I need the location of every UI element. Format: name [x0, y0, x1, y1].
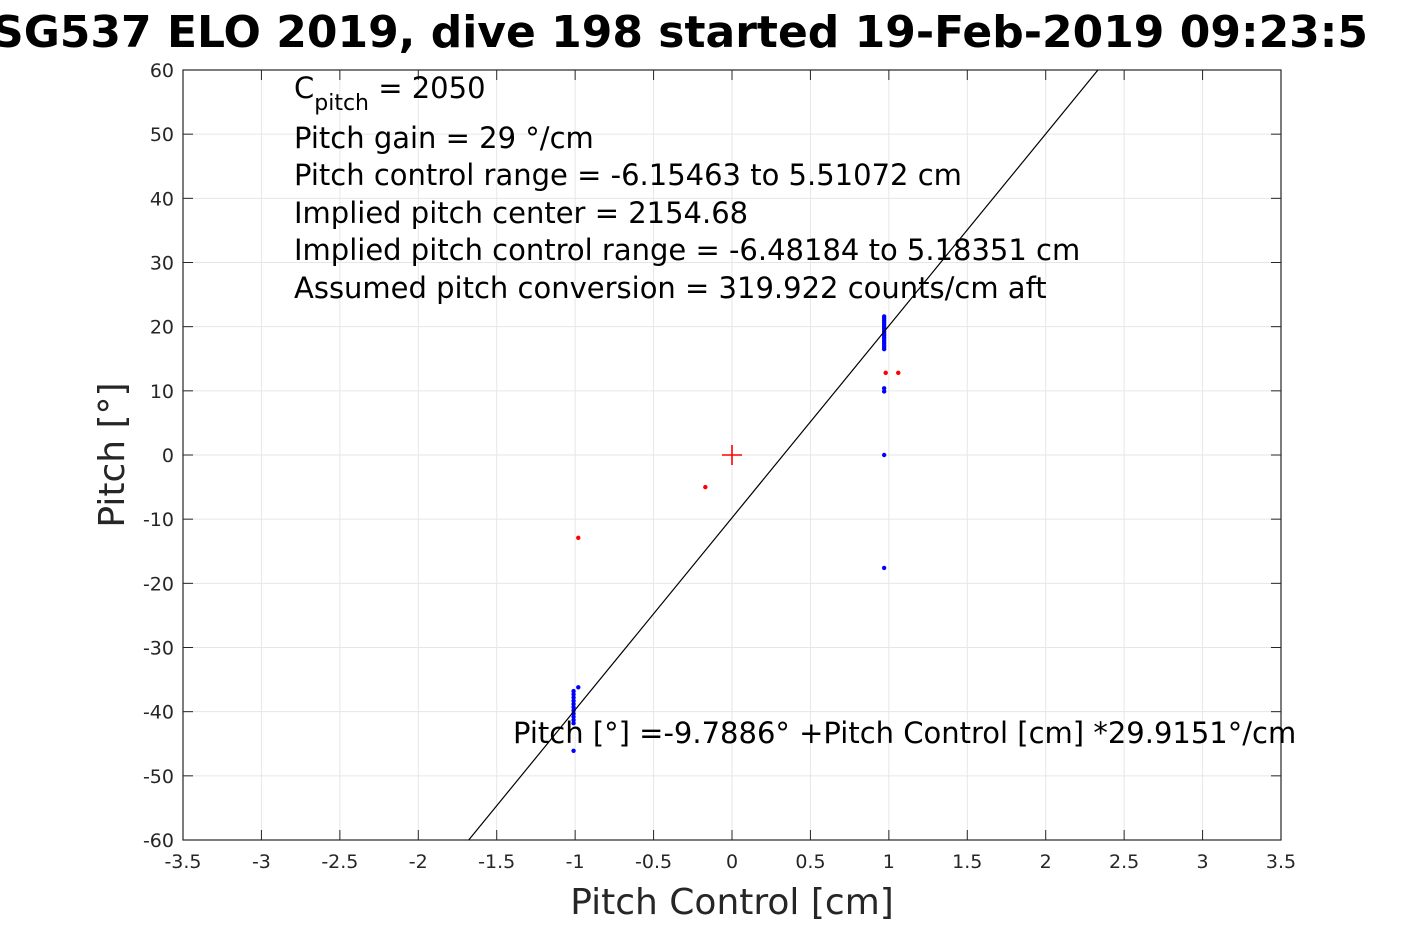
center-plus-marker — [722, 445, 742, 465]
y-tick-label: 20 — [150, 317, 174, 339]
blue-data-point — [571, 714, 576, 719]
c-pitch-subscript: pitch — [314, 91, 369, 116]
x-tick-label: -3 — [252, 851, 271, 873]
y-tick-label: 60 — [150, 60, 174, 82]
fit-equation-annotation: Pitch [°] =-9.7886° +Pitch Control [cm] … — [513, 716, 1296, 750]
y-tick-label: 40 — [150, 188, 174, 210]
fit-line — [468, 69, 1099, 841]
y-tick-label: -60 — [143, 830, 174, 852]
x-tick-label: -0.5 — [635, 851, 672, 873]
red-data-point — [896, 370, 901, 376]
blue-data-point — [571, 708, 576, 713]
grid — [183, 70, 1281, 840]
y-tick-label: 0 — [162, 445, 174, 467]
y-tick-label: -30 — [143, 638, 174, 660]
x-tick-label: 1 — [883, 851, 895, 873]
y-tick-label: -20 — [143, 573, 174, 595]
y-axis-label: Pitch [°] — [92, 382, 133, 527]
x-tick-label: -1 — [566, 851, 585, 873]
blue-data-point — [571, 704, 576, 710]
axis-ticks: -3.5 -3 -2.5 -2 -1.5 -1 -0.5 0 0.5 1 1.5 2 2.5 3 3.5 -6… — [143, 60, 1296, 873]
y-tick-label: 10 — [150, 381, 174, 403]
blue-data-point — [881, 346, 887, 352]
blue-data-point — [881, 389, 887, 394]
blue-data-point — [571, 695, 576, 700]
blue-data-point — [576, 685, 581, 690]
x-tick-label: 2.5 — [1109, 851, 1139, 873]
data-series — [468, 69, 1099, 841]
assumed-pitch-conversion-annotation: Assumed pitch conversion = 319.922 count… — [294, 271, 1047, 305]
blue-data-point — [571, 721, 576, 726]
c-pitch-annotation: Cpitch = 2050 — [294, 71, 486, 116]
red-data-point — [576, 535, 581, 540]
c-pitch-symbol: C — [294, 71, 314, 105]
c-pitch-value: = 2050 — [369, 71, 486, 105]
implied-pitch-center-annotation: Implied pitch center = 2154.68 — [294, 196, 748, 230]
figure-title: SG537 ELO 2019, dive 198 started 19-Feb-… — [0, 7, 1368, 58]
blue-data-point — [571, 698, 576, 703]
blue-data-point — [571, 748, 576, 754]
pitch-control-range-annotation: Pitch control range = -6.15463 to 5.5107… — [294, 158, 962, 192]
x-tick-label: -2.5 — [321, 851, 358, 873]
red-data-point — [703, 484, 708, 490]
y-tick-label: 50 — [150, 124, 174, 146]
y-tick-label: -50 — [143, 766, 174, 788]
x-tick-label: 0 — [726, 851, 738, 873]
x-tick-label: -2 — [409, 851, 428, 873]
implied-pitch-control-range-annotation: Implied pitch control range = -6.48184 t… — [294, 233, 1080, 267]
y-tick-label: -40 — [143, 702, 174, 724]
x-tick-label: 2 — [1040, 851, 1052, 873]
blue-data-point — [881, 386, 887, 391]
x-axis-label: Pitch Control [cm] — [570, 882, 894, 923]
x-tick-label: 1.5 — [952, 851, 982, 873]
y-tick-label: 30 — [150, 253, 174, 275]
x-tick-label: 3.5 — [1266, 851, 1296, 873]
x-tick-label: -1.5 — [478, 851, 515, 873]
x-tick-label: 3 — [1197, 851, 1209, 873]
pitch-gain-annotation: Pitch gain = 29 °/cm — [294, 121, 594, 155]
plot-area — [468, 69, 1099, 841]
blue-data-point — [571, 701, 576, 707]
red-data-point — [883, 370, 888, 376]
blue-data-point — [881, 565, 887, 571]
x-tick-label: 0.5 — [795, 851, 825, 873]
blue-data-point — [571, 717, 576, 723]
y-tick-label: -10 — [143, 509, 174, 531]
blue-data-point — [571, 688, 576, 694]
parameter-annotations: Cpitch = 2050 Pitch gain = 29 °/cm Pitch… — [294, 71, 1080, 305]
blue-data-point — [881, 452, 887, 458]
blue-data-point — [571, 692, 576, 697]
x-tick-label: -3.5 — [164, 851, 201, 873]
